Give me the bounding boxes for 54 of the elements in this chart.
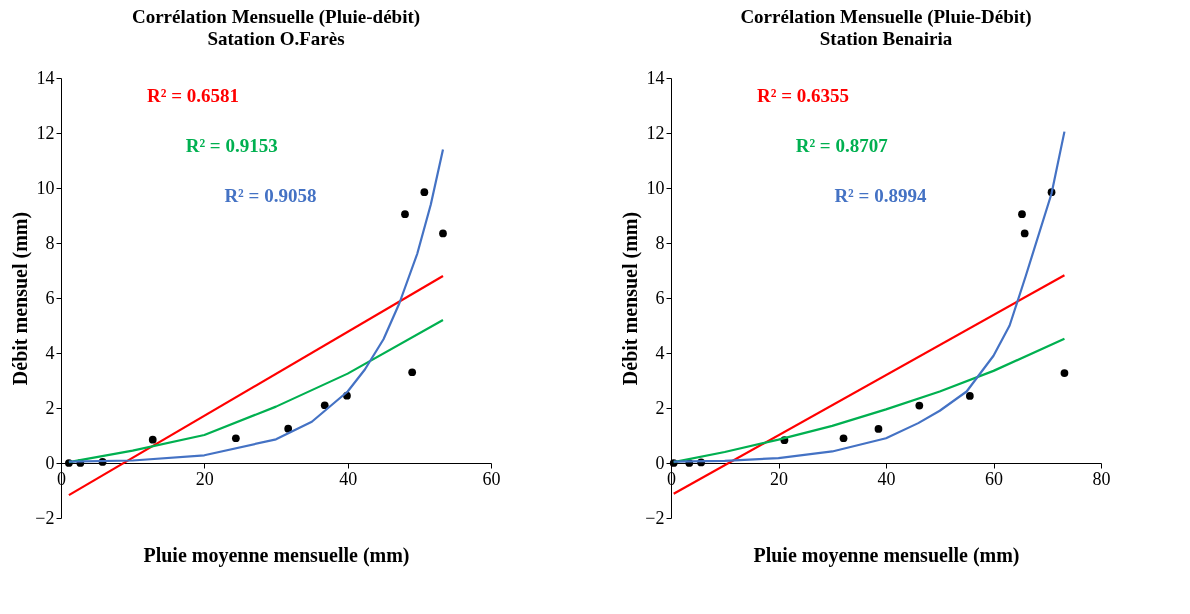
y-tick-label: 2 bbox=[45, 397, 55, 418]
y-axis-title: Débit mensuel (mm) bbox=[9, 211, 33, 386]
y-tick-label: −2 bbox=[645, 507, 665, 528]
y-tick-label: 10 bbox=[36, 177, 55, 198]
y-axis-title: Débit mensuel (mm) bbox=[619, 211, 643, 386]
point bbox=[320, 401, 329, 410]
y-tick-label: −2 bbox=[35, 507, 55, 528]
chart-subtitle: Station Benairia bbox=[819, 28, 953, 49]
y-tick-label: 4 bbox=[45, 342, 55, 363]
point bbox=[1060, 369, 1069, 377]
chart-title: Corrélation Mensuelle (Pluie-Débit) bbox=[740, 6, 1032, 28]
x-tick-label: 60 bbox=[985, 468, 1003, 489]
point bbox=[839, 434, 848, 443]
point bbox=[148, 435, 157, 444]
text: R² = 0.8707 bbox=[795, 135, 889, 156]
point bbox=[231, 434, 240, 443]
y-tick-label: 10 bbox=[646, 177, 665, 198]
point bbox=[1020, 229, 1029, 238]
x-axis-title: Pluie moyenne mensuelle (mm) bbox=[753, 543, 1020, 567]
point bbox=[284, 424, 293, 433]
text: R² = 0.8994 bbox=[834, 185, 927, 206]
y-tick-label: 12 bbox=[646, 122, 665, 143]
text: R² = 0.9153 bbox=[185, 135, 278, 156]
y-tick-label: 6 bbox=[655, 287, 665, 308]
point bbox=[915, 401, 924, 410]
chart-title: Corrélation Mensuelle (Pluie-débit) bbox=[131, 6, 421, 28]
point bbox=[408, 368, 417, 377]
y-tick-label: 6 bbox=[45, 287, 55, 308]
point bbox=[439, 229, 447, 238]
x-tick-label: 80 bbox=[1092, 468, 1111, 489]
point bbox=[965, 392, 974, 400]
y-tick-label: 0 bbox=[655, 452, 665, 473]
y-tick-label: 4 bbox=[655, 342, 665, 363]
x-tick-label: 40 bbox=[339, 468, 358, 489]
y-tick-label: 2 bbox=[655, 397, 665, 418]
point bbox=[401, 210, 409, 218]
y-tick-label: 14 bbox=[36, 67, 55, 88]
chart-subtitle: Satation O.Farès bbox=[207, 28, 345, 49]
y-tick-label: 0 bbox=[45, 452, 55, 473]
point bbox=[1018, 210, 1026, 218]
text: R² = 0.6355 bbox=[757, 85, 849, 106]
text: R² = 0.6581 bbox=[147, 85, 239, 106]
y-tick-label: 8 bbox=[655, 232, 665, 253]
x-tick-label: 40 bbox=[877, 468, 896, 489]
point bbox=[420, 188, 429, 196]
y-tick-label: 8 bbox=[45, 232, 55, 253]
x-tick-label: 20 bbox=[770, 468, 788, 489]
x-tick-label: 20 bbox=[195, 468, 214, 489]
x-axis-title: Pluie moyenne mensuelle (mm) bbox=[143, 543, 410, 567]
text: R² = 0.9058 bbox=[224, 185, 317, 206]
y-tick-label: 14 bbox=[646, 67, 665, 88]
y-tick-label: 12 bbox=[36, 122, 55, 143]
point bbox=[874, 425, 883, 433]
x-tick-label: 60 bbox=[482, 468, 501, 489]
